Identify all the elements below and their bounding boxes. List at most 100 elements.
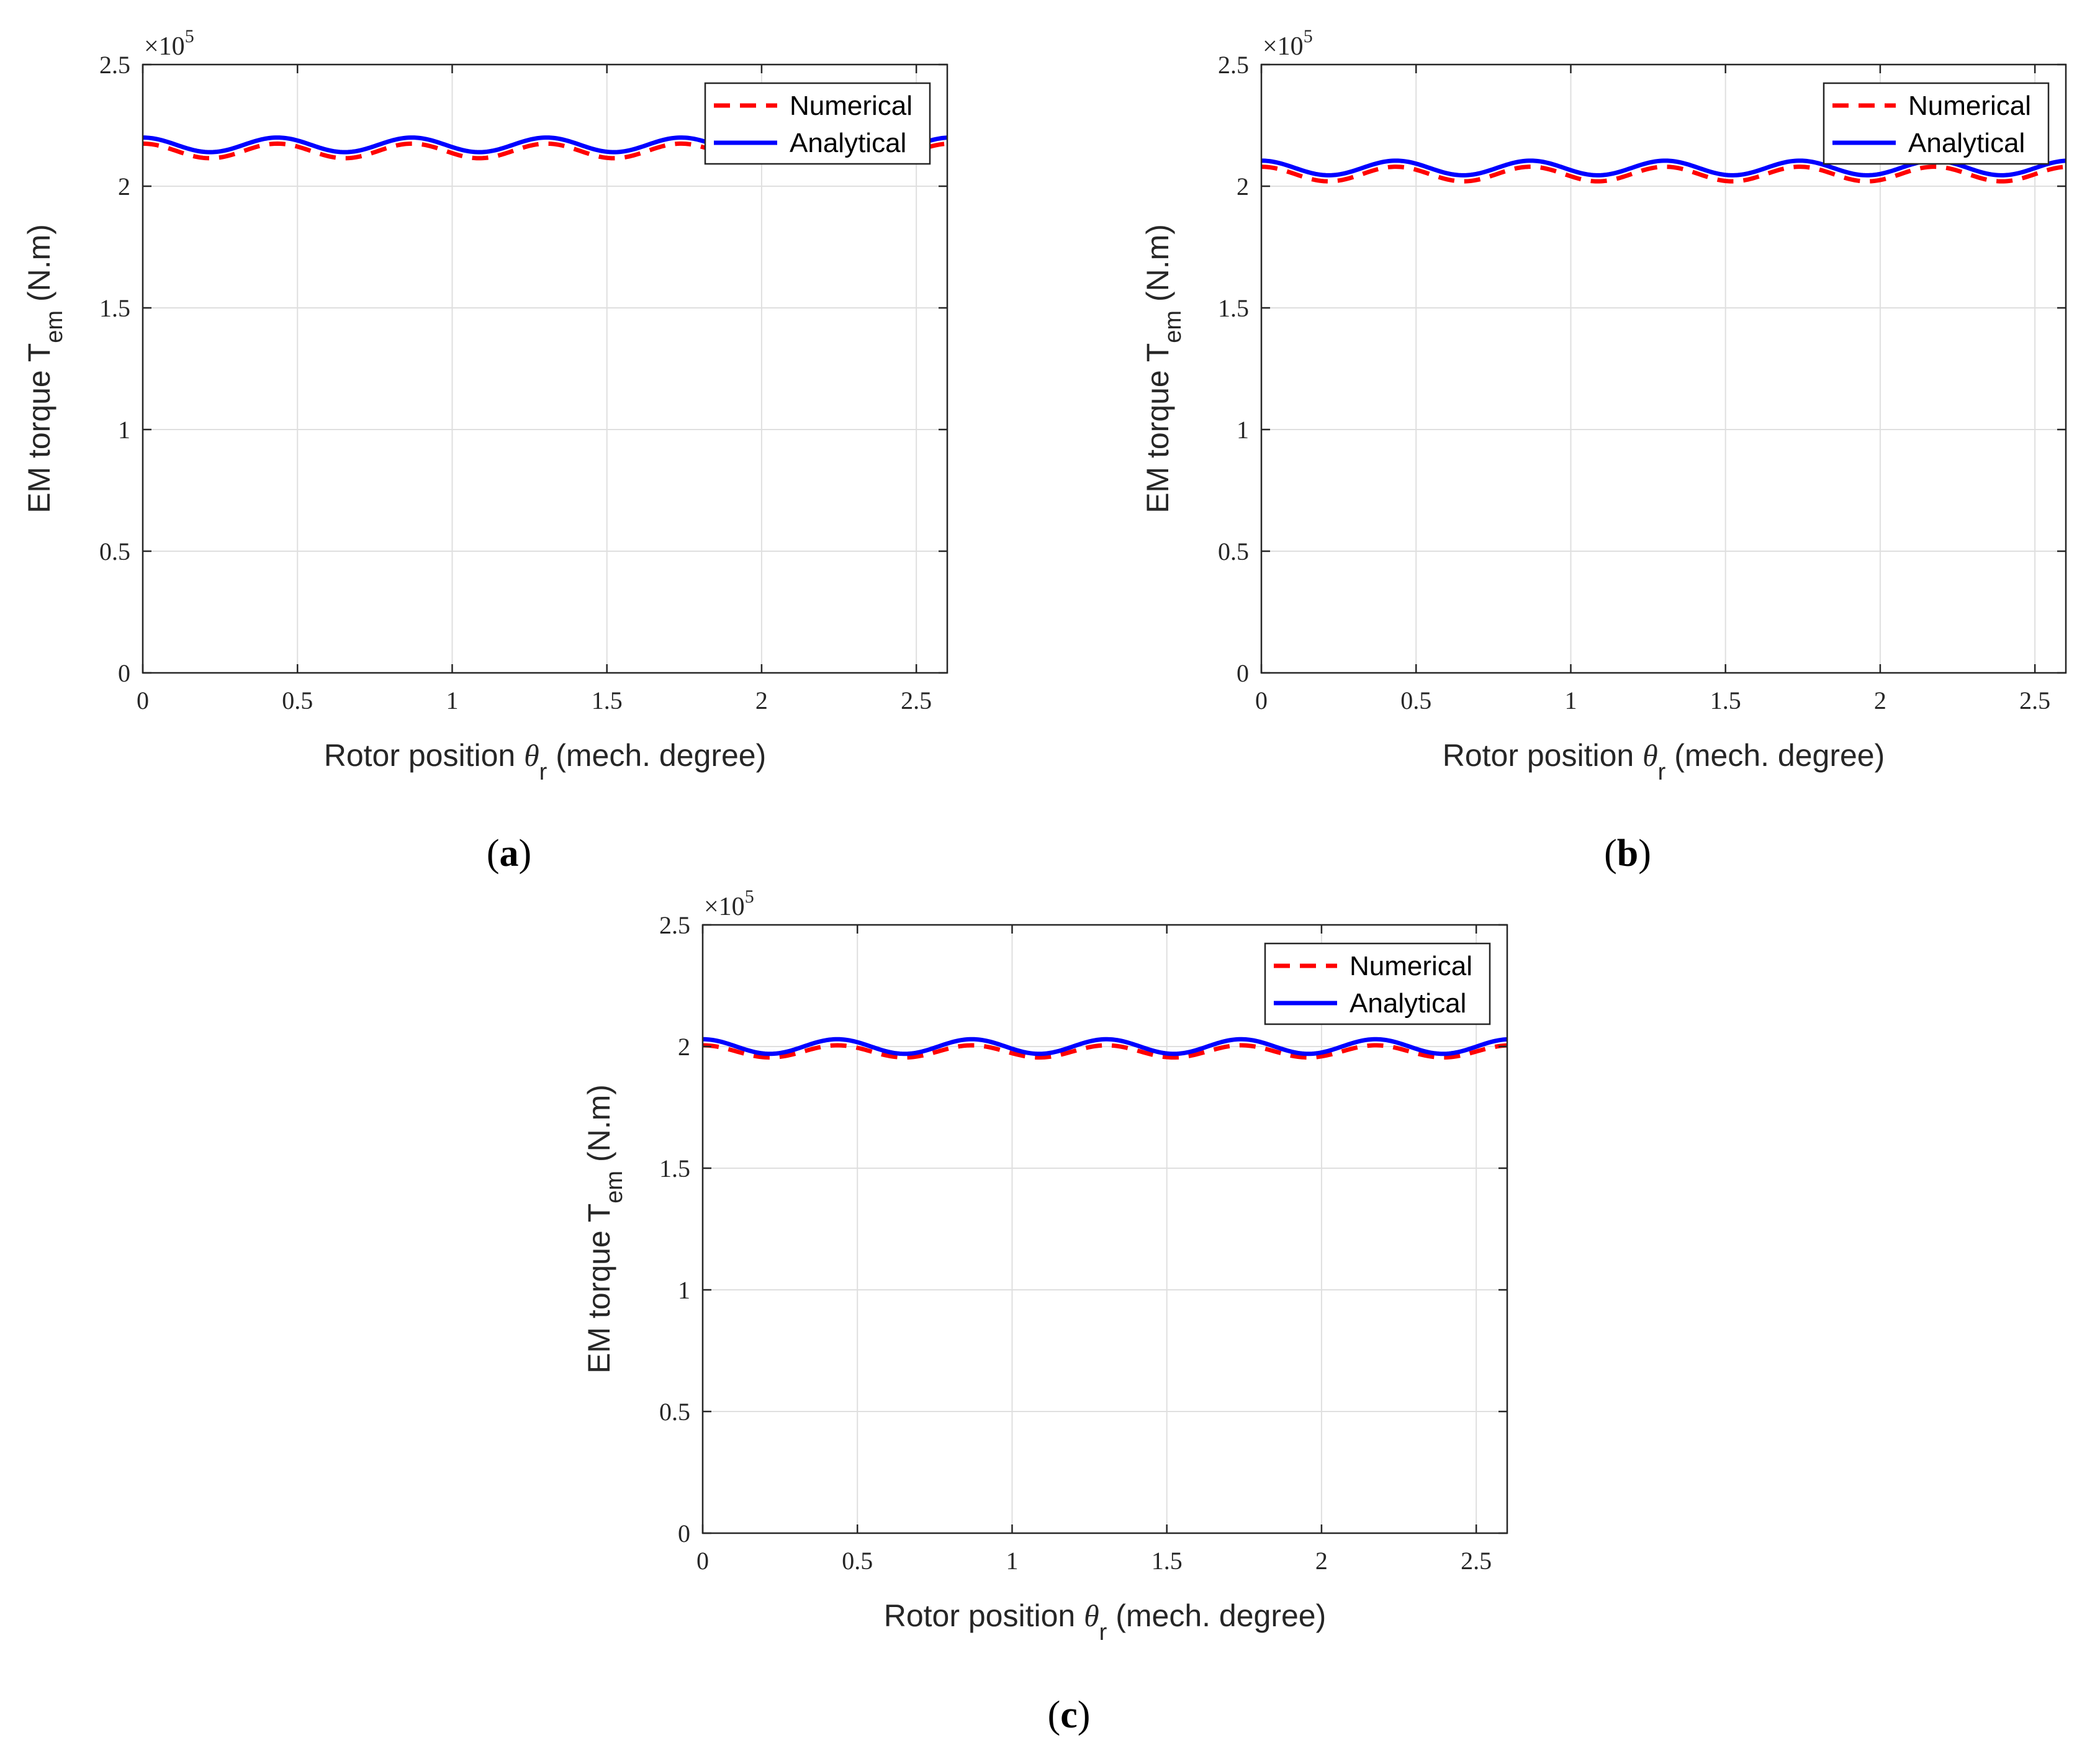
chart-panel-c: 0 0.5 1 1.5 2 2.5 0 0.5 1 1.5 2 2.5 ×105 Rotor positi… — [582, 886, 1508, 1736]
x-tick-label: 1.5 — [592, 687, 623, 714]
x-axis-title-prefix: Rotor position — [324, 738, 524, 773]
y-multiplier-label: ×105 — [1263, 26, 1313, 61]
y-tick-label: 0.5 — [659, 1398, 690, 1426]
y-tick-label: 0.5 — [99, 538, 130, 565]
x-axis-title-suffix: (mech. degree) — [547, 738, 766, 773]
legend-label-numerical: Numerical — [1350, 951, 1472, 981]
panel-label: (a) — [487, 832, 531, 875]
x-axis-title-suffix: (mech. degree) — [1107, 1598, 1326, 1633]
y-multiplier-base: ×10 — [144, 32, 185, 61]
y-tick-label: 1 — [1237, 416, 1249, 444]
y-multiplier-base: ×10 — [704, 893, 745, 921]
y-multiplier-label: ×105 — [704, 886, 754, 921]
x-tick-label: 0 — [696, 1547, 709, 1575]
y-multiplier-exponent: 5 — [745, 886, 754, 907]
series-line-numerical — [1261, 164, 2066, 184]
legend-box — [704, 82, 931, 165]
y-tick-label: 2 — [118, 173, 130, 200]
axes-box — [701, 924, 1508, 1534]
x-tick-label: 1.5 — [1710, 687, 1741, 714]
y-tick-label: 2.5 — [1218, 51, 1249, 79]
y-axis-title: EM torque Tem (N.m) — [22, 224, 68, 513]
y-axis-title-prefix: EM torque T — [1140, 343, 1175, 513]
y-axis-title-prefix: EM torque T — [22, 343, 56, 513]
y-multiplier-label: ×105 — [144, 26, 194, 61]
x-axis-title-subscript: r — [1658, 759, 1666, 785]
y-tick-label: 2.5 — [659, 911, 690, 939]
legend: Numerical Analytical — [704, 82, 931, 165]
y-multiplier-exponent: 5 — [1304, 26, 1313, 47]
y-tick-label: 2 — [1237, 173, 1249, 200]
x-tick-label: 2.5 — [1461, 1547, 1492, 1575]
y-tick-label: 2.5 — [99, 51, 130, 79]
y-tick-label: 0 — [678, 1520, 690, 1547]
y-axis-title: EM torque Tem (N.m) — [582, 1084, 628, 1374]
y-multiplier-base: ×10 — [1263, 32, 1304, 61]
y-axis-title-suffix: (N.m) — [22, 224, 56, 310]
x-axis-title: Rotor position θr (mech. degree) — [1443, 738, 1885, 785]
x-tick-label: 0.5 — [842, 1547, 873, 1575]
y-tick-label: 0.5 — [1218, 538, 1249, 565]
legend-box — [1264, 942, 1491, 1025]
x-axis-title-subscript: r — [1099, 1619, 1107, 1646]
x-tick-label: 0.5 — [1400, 687, 1431, 714]
axes-box — [1260, 63, 2067, 674]
y-axis-title-suffix: (N.m) — [1140, 224, 1175, 310]
legend-label-numerical: Numerical — [790, 91, 913, 121]
legend-label-numerical: Numerical — [1908, 91, 2031, 121]
panel-label-letter: b — [1617, 832, 1638, 875]
chart-panel-b: 0 0.5 1 1.5 2 2.5 0 0.5 1 1.5 2 2.5 ×105 Rotor positi… — [1140, 26, 2067, 875]
legend-label-analytical: Analytical — [790, 128, 906, 158]
x-axis-title-subscript: r — [539, 759, 548, 785]
panel-label-open: ( — [487, 832, 500, 875]
panel-label-close: ) — [1638, 832, 1651, 875]
y-tick-label: 1 — [118, 416, 130, 444]
y-axis-title-subscript: em — [1160, 310, 1186, 343]
x-tick-label: 2 — [755, 687, 768, 714]
series-line-numerical — [702, 1043, 1508, 1060]
legend-label-analytical: Analytical — [1908, 128, 2025, 158]
x-axis-title-suffix: (mech. degree) — [1665, 738, 1885, 773]
y-axis-title-suffix: (N.m) — [582, 1084, 616, 1171]
axes-box — [142, 63, 949, 674]
panel-label-close: ) — [519, 832, 532, 875]
panel-label-close: ) — [1078, 1694, 1091, 1736]
y-tick-label: 1.5 — [1218, 294, 1249, 322]
legend: Numerical Analytical — [1823, 82, 2050, 165]
chart-panel-a: 0 0.5 1 1.5 2 2.5 0 0.5 1 1.5 2 2.5 ×105 Rotor positi… — [22, 26, 949, 875]
y-tick-label: 1 — [678, 1276, 690, 1304]
x-tick-label: 0 — [1255, 687, 1268, 714]
x-axis-title-prefix: Rotor position — [884, 1598, 1084, 1633]
y-multiplier-exponent: 5 — [185, 26, 194, 47]
x-axis-title-symbol: θ — [1643, 738, 1658, 773]
x-tick-label: 2.5 — [2019, 687, 2050, 714]
legend-label-analytical: Analytical — [1350, 988, 1466, 1019]
x-tick-label: 1 — [446, 687, 458, 714]
x-axis-title-prefix: Rotor position — [1443, 738, 1643, 773]
x-tick-label: 2 — [1315, 1547, 1328, 1575]
x-axis-title: Rotor position θr (mech. degree) — [324, 738, 767, 785]
panel-label: (c) — [1048, 1694, 1091, 1736]
panel-label-letter: c — [1060, 1694, 1078, 1736]
panel-label: (b) — [1604, 832, 1651, 875]
legend: Numerical Analytical — [1264, 942, 1491, 1025]
panel-label-open: ( — [1048, 1694, 1061, 1736]
x-tick-label: 1 — [1564, 687, 1577, 714]
x-tick-label: 1 — [1006, 1547, 1018, 1575]
y-axis-title-subscript: em — [42, 310, 68, 343]
series-line-analytical — [702, 1037, 1508, 1056]
x-axis-title-symbol: θ — [524, 738, 539, 773]
x-tick-label: 0.5 — [282, 687, 313, 714]
y-tick-label: 1.5 — [99, 294, 130, 322]
y-axis-title-prefix: EM torque T — [582, 1204, 616, 1374]
y-tick-label: 0 — [1237, 659, 1249, 687]
y-axis-title-subscript: em — [602, 1171, 628, 1204]
x-axis-title-symbol: θ — [1084, 1598, 1099, 1633]
x-axis-title: Rotor position θr (mech. degree) — [884, 1598, 1327, 1646]
y-tick-label: 1.5 — [659, 1155, 690, 1182]
y-axis-title: EM torque Tem (N.m) — [1140, 224, 1186, 513]
y-tick-label: 0 — [118, 659, 130, 687]
x-tick-label: 2 — [1874, 687, 1886, 714]
legend-box — [1823, 82, 2050, 165]
